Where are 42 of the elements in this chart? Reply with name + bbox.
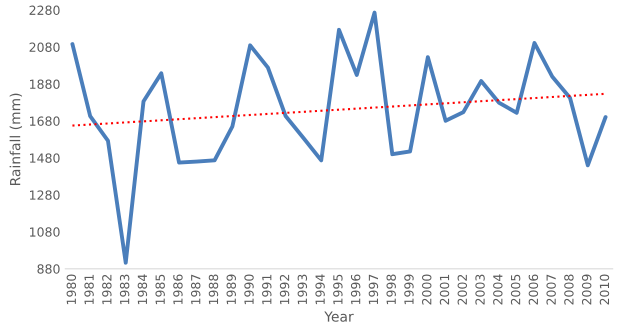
x-tick-label: 1991 — [262, 274, 272, 304]
x-tick-label: 1992 — [280, 274, 290, 304]
y-tick-label: 1480 — [30, 153, 60, 163]
x-tick-label: 2000 — [422, 274, 432, 305]
x-tick-label: 2003 — [475, 274, 485, 305]
y-tick-label: 1880 — [30, 79, 60, 89]
x-tick-label: 1990 — [244, 274, 254, 304]
x-tick-label: 2006 — [528, 274, 538, 305]
x-tick-label: 2010 — [600, 274, 610, 305]
x-tick-label: 1996 — [350, 274, 360, 304]
y-tick-label: 1680 — [30, 116, 60, 126]
line-series — [70, 10, 608, 265]
x-tick-label: 1982 — [102, 274, 112, 304]
y-tick-label: 1280 — [30, 190, 60, 200]
x-axis-title: Year — [324, 311, 354, 322]
x-tick-label: 2008 — [564, 274, 574, 305]
x-tick-label: 2005 — [510, 274, 520, 305]
x-tick-label: 1994 — [315, 274, 325, 304]
y-axis-title: Rainfall (mm) — [10, 94, 22, 186]
x-tick-label: 1993 — [298, 274, 308, 304]
x-tick-label: 1985 — [155, 274, 165, 304]
x-tick-label: 2001 — [440, 274, 450, 305]
x-tick-label: 1989 — [226, 274, 236, 304]
x-tick-label: 1984 — [138, 274, 148, 304]
y-tick-label: 880 — [37, 264, 60, 274]
x-tick-label: 2002 — [458, 274, 468, 305]
x-tick-label: 2007 — [546, 274, 556, 305]
x-tick-label: 1981 — [84, 274, 94, 304]
x-tick-label: 1995 — [333, 274, 343, 304]
x-tick-label: 1997 — [368, 274, 378, 304]
x-tick-label: 1988 — [208, 274, 218, 304]
x-tick-label: 1983 — [120, 274, 130, 304]
x-tick-label: 1986 — [173, 274, 183, 304]
x-tick-label: 1987 — [190, 274, 200, 304]
x-tick-label: 1980 — [66, 274, 76, 304]
x-tick-label: 1998 — [386, 274, 396, 304]
y-tick-label: 2280 — [30, 6, 60, 16]
y-tick-label: 2080 — [30, 42, 60, 52]
y-tick-label: 1080 — [30, 227, 60, 237]
x-tick-label: 2009 — [582, 274, 592, 305]
x-tick-label: 1999 — [404, 274, 414, 304]
x-tick-label: 2004 — [493, 274, 503, 305]
